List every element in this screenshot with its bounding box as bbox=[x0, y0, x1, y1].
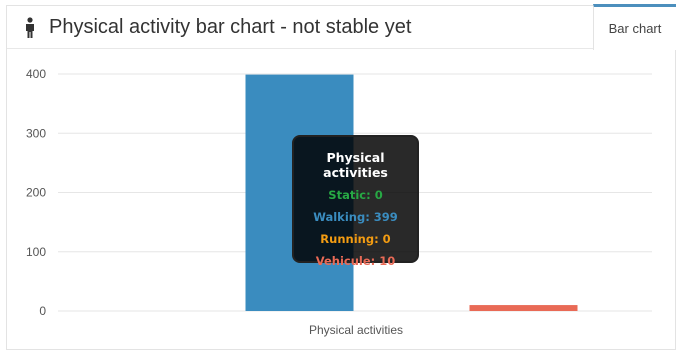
tooltip-line-walking: Walking: 399 bbox=[313, 210, 398, 224]
tooltip-line-vehicule: Vehicule: 10 bbox=[315, 254, 396, 268]
x-axis-label: Physical activities bbox=[309, 323, 403, 337]
y-tick-label: 400 bbox=[26, 67, 46, 81]
tooltip-title: Physical activities bbox=[323, 150, 388, 180]
tooltip-line-static: Static: 0 bbox=[328, 188, 383, 202]
y-tick-label: 200 bbox=[26, 186, 46, 200]
bar-vehicule bbox=[469, 305, 578, 311]
chart-tooltip: Physical activities Static: 0 Walking: 3… bbox=[292, 135, 419, 268]
person-icon bbox=[26, 17, 34, 38]
panel-title: Physical activity bar chart - not stable… bbox=[49, 16, 412, 38]
y-tick-label: 100 bbox=[26, 245, 46, 259]
tab-bar-chart[interactable]: Bar chart bbox=[593, 4, 676, 50]
y-tick-label: 300 bbox=[26, 126, 46, 140]
y-tick-label: 0 bbox=[39, 304, 46, 318]
panel-header: Physical activity bar chart - not stable… bbox=[7, 6, 675, 49]
tooltip-line-running: Running: 0 bbox=[320, 232, 391, 246]
